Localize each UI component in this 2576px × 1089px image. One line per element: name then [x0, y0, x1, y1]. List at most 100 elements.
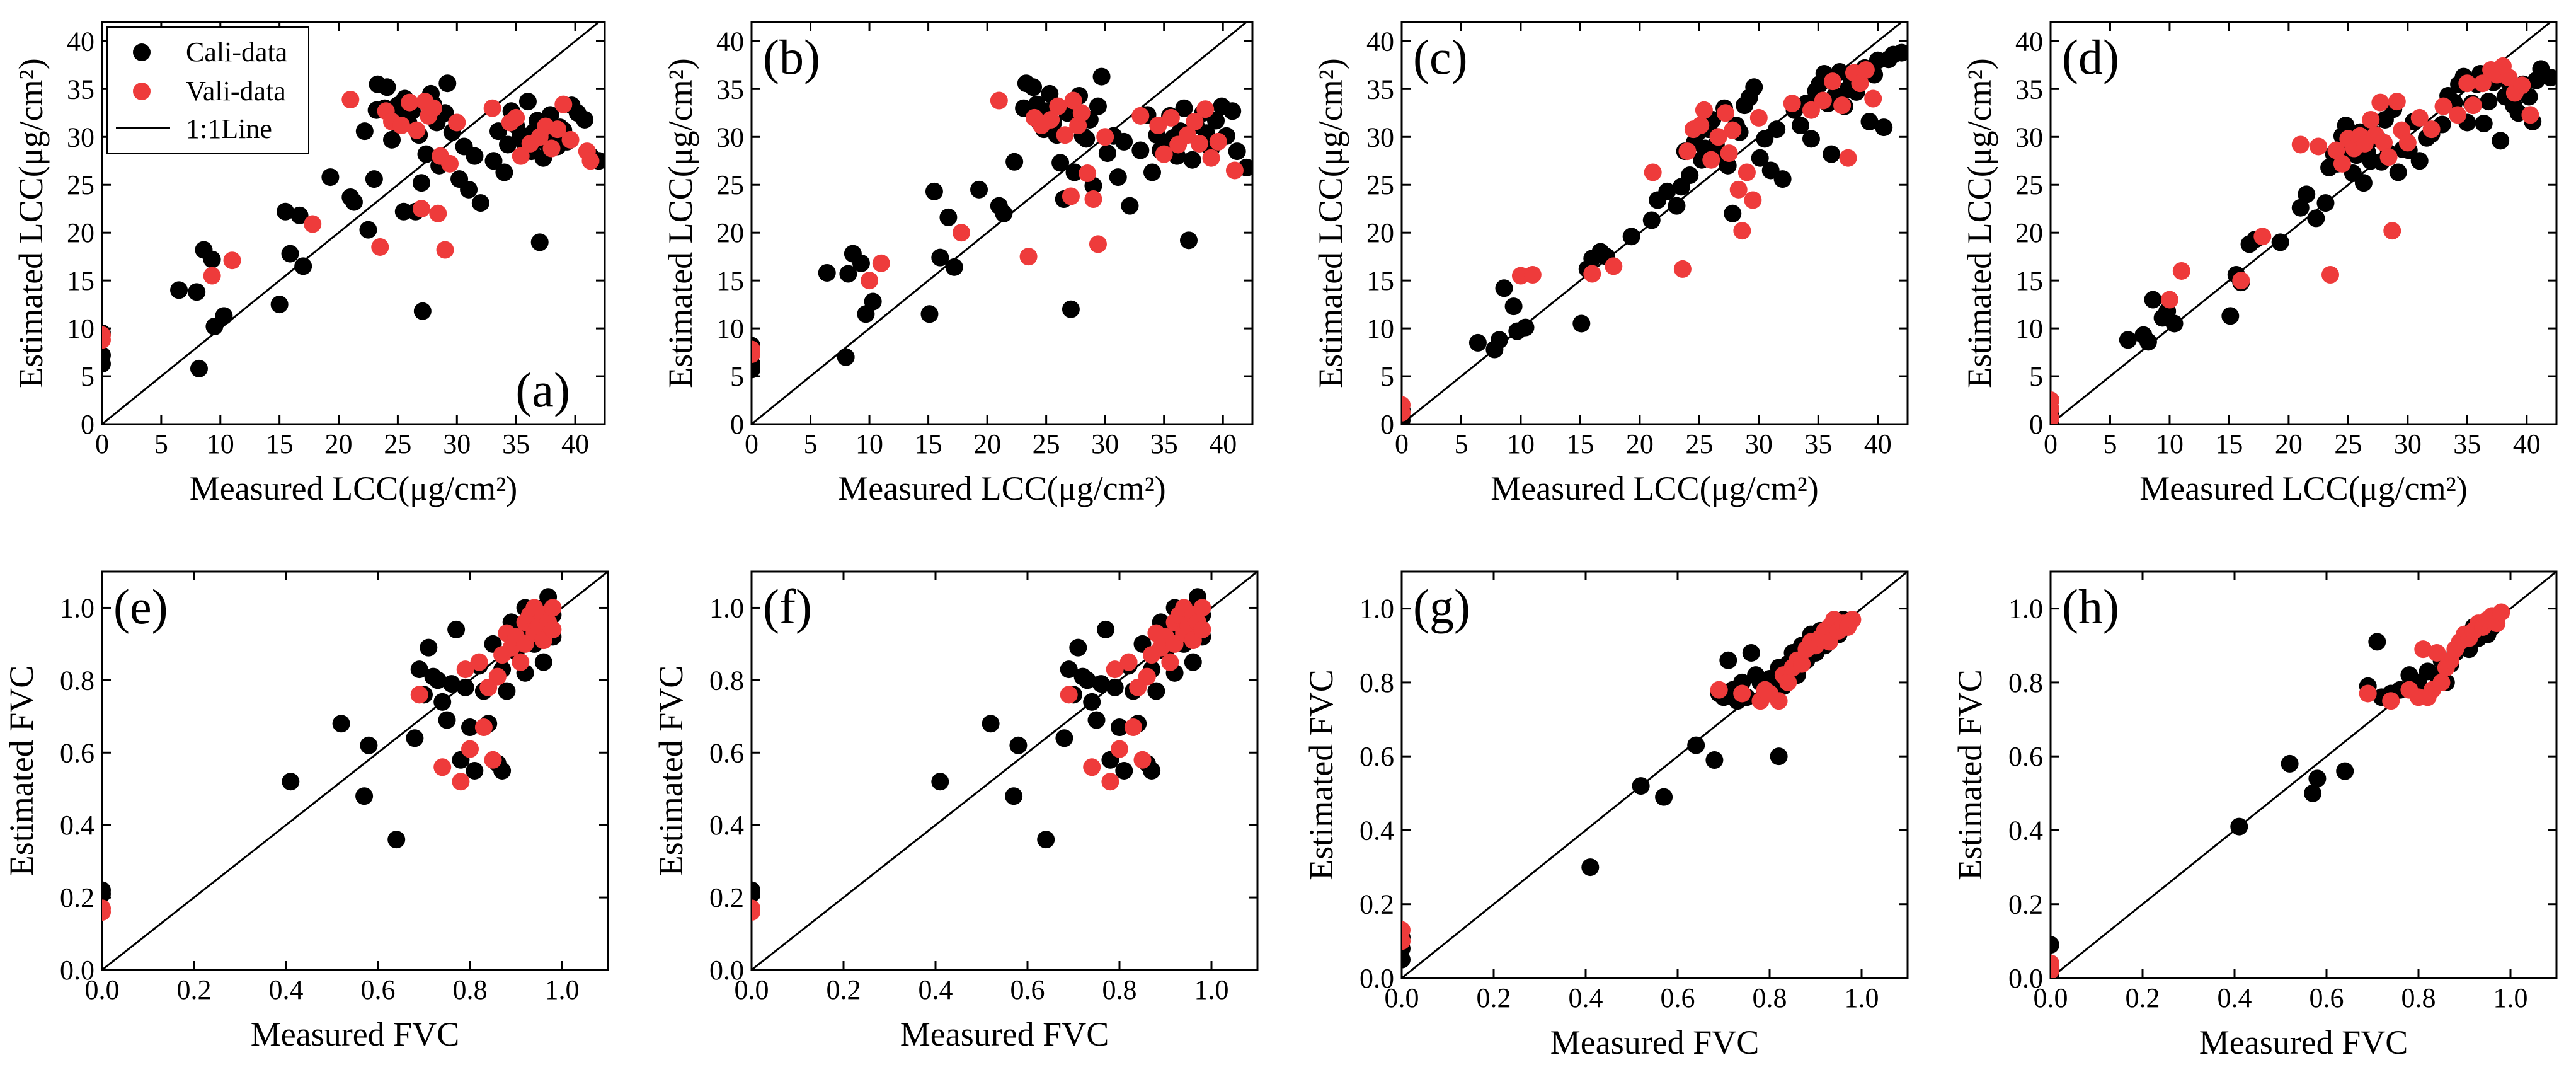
x-tick-label: 5 — [154, 429, 168, 459]
vali-point — [1710, 681, 1728, 699]
y-tick-label: 15 — [1366, 265, 1394, 296]
cali-point — [270, 296, 289, 314]
vali-point — [1225, 161, 1244, 180]
cali-point — [2221, 307, 2240, 325]
vali-point — [2359, 684, 2377, 703]
cali-point — [1115, 762, 1133, 780]
y-tick-label: 0.0 — [709, 955, 744, 986]
vali-point — [1802, 101, 1820, 119]
panel-label: (d) — [2062, 30, 2119, 84]
x-tick-label: 0.8 — [453, 974, 488, 1005]
y-axis-label: Estimated FVC — [652, 666, 690, 877]
one-to-one-line — [752, 22, 1247, 424]
vali-point — [1161, 653, 1179, 671]
vali-point — [1839, 149, 1857, 167]
x-tick-label: 0.4 — [2218, 982, 2252, 1013]
vali-point — [401, 93, 419, 112]
y-tick-label: 20 — [1366, 217, 1394, 248]
vali-point — [872, 254, 890, 272]
vali-point — [1737, 163, 1756, 182]
cali-point — [345, 193, 363, 211]
cali-point — [1115, 132, 1133, 151]
cali-point — [1087, 711, 1106, 729]
cali-point — [412, 174, 430, 192]
vali-point — [1131, 107, 1150, 125]
x-tick-label: 20 — [973, 429, 1001, 459]
cali-point — [1860, 112, 1879, 130]
y-tick-label: 0.8 — [60, 665, 94, 696]
vali-point — [1096, 128, 1114, 146]
vali-point — [441, 154, 459, 173]
x-tick-label: 40 — [561, 429, 589, 459]
x-tick-label: 20 — [2275, 429, 2303, 459]
vali-point — [1056, 126, 1074, 144]
cali-point — [456, 678, 474, 696]
plot-frame — [1400, 21, 1909, 425]
vali-point — [1851, 74, 1869, 93]
cali-point — [1060, 660, 1078, 679]
cali-point — [1468, 333, 1487, 352]
x-tick-label: 0.6 — [361, 974, 396, 1005]
vali-point — [1124, 718, 1142, 737]
cali-point — [355, 122, 374, 141]
x-tick-label: 25 — [2334, 429, 2362, 459]
cali-point — [203, 250, 221, 268]
cali-point — [1892, 43, 1908, 62]
y-tick-label: 25 — [67, 170, 94, 200]
cali-point — [1077, 130, 1096, 148]
vali-point — [1678, 142, 1697, 161]
vali-point — [1084, 190, 1102, 209]
points-group — [102, 74, 605, 377]
cali-point — [1504, 297, 1523, 316]
cali-point — [461, 718, 479, 737]
cali-point — [1184, 653, 1202, 671]
vali-point — [2500, 69, 2518, 87]
cali-point — [102, 885, 111, 903]
cali-point — [1175, 99, 1193, 117]
y-tick-label: 0.0 — [60, 955, 94, 986]
vali-point — [1155, 145, 1173, 163]
cali-point — [2291, 199, 2310, 217]
vali-point — [483, 99, 501, 117]
cali-point — [495, 163, 513, 182]
cali-point — [360, 736, 378, 754]
x-tick-label: 30 — [1091, 429, 1119, 459]
cali-point — [837, 348, 855, 366]
cali-point — [945, 258, 963, 276]
cali-point — [1041, 84, 1059, 103]
vali-point — [424, 99, 442, 117]
x-tick-label: 0 — [2044, 429, 2058, 459]
y-tick-label: 20 — [2015, 217, 2043, 248]
y-tick-label: 0.4 — [1360, 815, 1394, 846]
x-tick-label: 30 — [1745, 429, 1773, 459]
cali-point — [2230, 817, 2248, 836]
vali-point — [2383, 222, 2401, 240]
vali-point — [2371, 93, 2390, 112]
y-tick-label: 1.0 — [60, 592, 94, 623]
x-tick-label: 5 — [2103, 429, 2117, 459]
cali-point — [1106, 678, 1124, 696]
cali-point — [428, 671, 447, 689]
cali-point — [1183, 151, 1201, 169]
vali-point — [1702, 151, 1720, 169]
x-axis-label: Measured LCC(μg/cm²) — [838, 470, 1166, 507]
vali-point — [1523, 266, 1542, 284]
vali-point — [2327, 141, 2345, 159]
vali-point — [752, 345, 760, 364]
x-tick-label: 15 — [266, 429, 294, 459]
cali-point — [1751, 149, 1769, 167]
x-tick-label: 15 — [915, 429, 942, 459]
panel-label: (b) — [763, 30, 820, 84]
vali-point — [1733, 222, 1751, 240]
plot-frame — [1400, 570, 1909, 979]
vali-point — [461, 740, 479, 758]
panel-g: 0.0 0.2 0.4 0.6 0.8 1.0 0.0 0.2 0.4 0.6 0.8 1.0 Meas… — [1302, 570, 1909, 1061]
cali-point — [438, 711, 456, 729]
vali-point — [2382, 692, 2400, 710]
cali-point — [995, 204, 1013, 222]
points-group — [1402, 611, 1862, 969]
vali-point — [1744, 191, 1762, 209]
vali-point — [2051, 409, 2059, 424]
vali-point — [474, 718, 493, 737]
cali-point — [1655, 788, 1673, 806]
